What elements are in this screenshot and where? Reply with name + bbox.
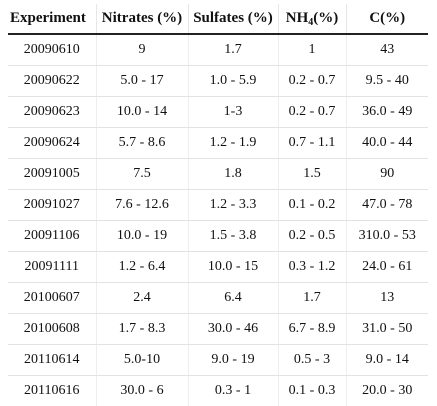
cell-sulfates: 30.0 - 46 xyxy=(187,313,278,345)
cell-experiment: 20090622 xyxy=(8,65,96,97)
cell-carbon: 90 xyxy=(345,158,428,190)
composition-table: Experiment Nitrates (%) Sulfates (%) NH4… xyxy=(8,4,428,406)
cell-nitrates: 7.5 xyxy=(95,158,188,190)
cell-nitrates: 30.0 - 6 xyxy=(95,375,188,406)
table-row: 20091106 10.0 - 19 1.5 - 3.8 0.2 - 0.5 310.0… xyxy=(8,220,428,252)
cell-nh4: 1 xyxy=(277,34,346,66)
cell-carbon: 310.0 - 53 xyxy=(345,220,428,252)
cell-carbon: 13 xyxy=(345,282,428,314)
table-row: 20090622 5.0 - 17 1.0 - 5.9 0.2 - 0.7 9.5 - … xyxy=(8,65,428,97)
table-row: 20090623 10.0 - 14 1-3 0.2 - 0.7 36.0 - 49 xyxy=(8,96,428,128)
cell-nitrates: 5.0-10 xyxy=(95,344,188,376)
header-nh4-subscript: 4 xyxy=(308,16,314,28)
cell-nitrates: 5.7 - 8.6 xyxy=(95,127,188,159)
table-row: 20090610 9 1.7 1 43 xyxy=(8,34,428,66)
cell-nh4: 0.2 - 0.5 xyxy=(277,220,346,252)
cell-sulfates: 1-3 xyxy=(187,96,278,128)
cell-experiment: 20100607 xyxy=(8,282,96,314)
cell-experiment: 20091106 xyxy=(8,220,96,252)
header-nitrates: Nitrates (%) xyxy=(95,4,188,35)
cell-nh4: 0.2 - 0.7 xyxy=(277,65,346,97)
table-row: 20091111 1.2 - 6.4 10.0 - 15 0.3 - 1.2 24.0 … xyxy=(8,251,428,283)
cell-experiment: 20091027 xyxy=(8,189,96,221)
cell-carbon: 40.0 - 44 xyxy=(345,127,428,159)
cell-nh4: 6.7 - 8.9 xyxy=(277,313,346,345)
header-sulfates: Sulfates (%) xyxy=(187,4,278,35)
table-row: 20100608 1.7 - 8.3 30.0 - 46 6.7 - 8.9 31.0 … xyxy=(8,313,428,345)
cell-experiment: 20090623 xyxy=(8,96,96,128)
cell-nitrates: 7.6 - 12.6 xyxy=(95,189,188,221)
cell-carbon: 9.0 - 14 xyxy=(345,344,428,376)
cell-experiment: 20090610 xyxy=(8,34,96,66)
table-row: 20091005 7.5 1.8 1.5 90 xyxy=(8,158,428,190)
cell-carbon: 20.0 - 30 xyxy=(345,375,428,406)
cell-nitrates: 2.4 xyxy=(95,282,188,314)
cell-sulfates: 6.4 xyxy=(187,282,278,314)
cell-sulfates: 10.0 - 15 xyxy=(187,251,278,283)
header-experiment: Experiment xyxy=(8,4,96,35)
cell-nh4: 0.1 - 0.3 xyxy=(277,375,346,406)
cell-experiment: 20090624 xyxy=(8,127,96,159)
cell-nitrates: 1.7 - 8.3 xyxy=(95,313,188,345)
header-carbon: C(%) xyxy=(345,4,428,35)
header-nh4-unit: (%) xyxy=(313,9,339,26)
table-row: 20091027 7.6 - 12.6 1.2 - 3.3 0.1 - 0.2 47.0… xyxy=(8,189,428,221)
cell-experiment: 20091111 xyxy=(8,251,96,283)
header-nh4-label: NH xyxy=(285,9,309,26)
cell-nh4: 0.3 - 1.2 xyxy=(277,251,346,283)
cell-sulfates: 9.0 - 19 xyxy=(187,344,278,376)
cell-sulfates: 1.8 xyxy=(187,158,278,190)
table-row: 20100607 2.4 6.4 1.7 13 xyxy=(8,282,428,314)
cell-sulfates: 0.3 - 1 xyxy=(187,375,278,406)
cell-sulfates: 1.0 - 5.9 xyxy=(187,65,278,97)
data-table-container: Experiment Nitrates (%) Sulfates (%) NH4… xyxy=(8,4,428,406)
cell-sulfates: 1.2 - 3.3 xyxy=(187,189,278,221)
cell-sulfates: 1.2 - 1.9 xyxy=(187,127,278,159)
cell-nitrates: 1.2 - 6.4 xyxy=(95,251,188,283)
cell-carbon: 31.0 - 50 xyxy=(345,313,428,345)
cell-experiment: 20110614 xyxy=(8,344,96,376)
cell-sulfates: 1.5 - 3.8 xyxy=(187,220,278,252)
cell-carbon: 36.0 - 49 xyxy=(345,96,428,128)
cell-carbon: 43 xyxy=(345,34,428,66)
cell-carbon: 24.0 - 61 xyxy=(345,251,428,283)
cell-experiment: 20091005 xyxy=(8,158,96,190)
cell-nitrates: 9 xyxy=(95,34,188,66)
table-row: 20090624 5.7 - 8.6 1.2 - 1.9 0.7 - 1.1 40.0 … xyxy=(8,127,428,159)
cell-nh4: 1.7 xyxy=(277,282,346,314)
cell-experiment: 20110616 xyxy=(8,375,96,406)
header-nh4: NH4(%) xyxy=(277,4,346,35)
cell-carbon: 9.5 - 40 xyxy=(345,65,428,97)
table-row: 20110614 5.0-10 9.0 - 19 0.5 - 3 9.0 - 14 xyxy=(8,344,428,376)
table-row: 20110616 30.0 - 6 0.3 - 1 0.1 - 0.3 20.0 - 3… xyxy=(8,375,428,406)
cell-nitrates: 10.0 - 19 xyxy=(95,220,188,252)
cell-nh4: 0.1 - 0.2 xyxy=(277,189,346,221)
cell-nh4: 0.7 - 1.1 xyxy=(277,127,346,159)
cell-nitrates: 5.0 - 17 xyxy=(95,65,188,97)
cell-nh4: 1.5 xyxy=(277,158,346,190)
header-row: Experiment Nitrates (%) Sulfates (%) NH4… xyxy=(8,4,428,35)
cell-sulfates: 1.7 xyxy=(187,34,278,66)
cell-nh4: 0.5 - 3 xyxy=(277,344,346,376)
cell-experiment: 20100608 xyxy=(8,313,96,345)
table-header: Experiment Nitrates (%) Sulfates (%) NH4… xyxy=(8,4,428,35)
cell-carbon: 47.0 - 78 xyxy=(345,189,428,221)
cell-nitrates: 10.0 - 14 xyxy=(95,96,188,128)
table-body: 20090610 9 1.7 1 43 20090622 5.0 - 17 1.0 - 5.9… xyxy=(8,34,428,406)
cell-nh4: 0.2 - 0.7 xyxy=(277,96,346,128)
